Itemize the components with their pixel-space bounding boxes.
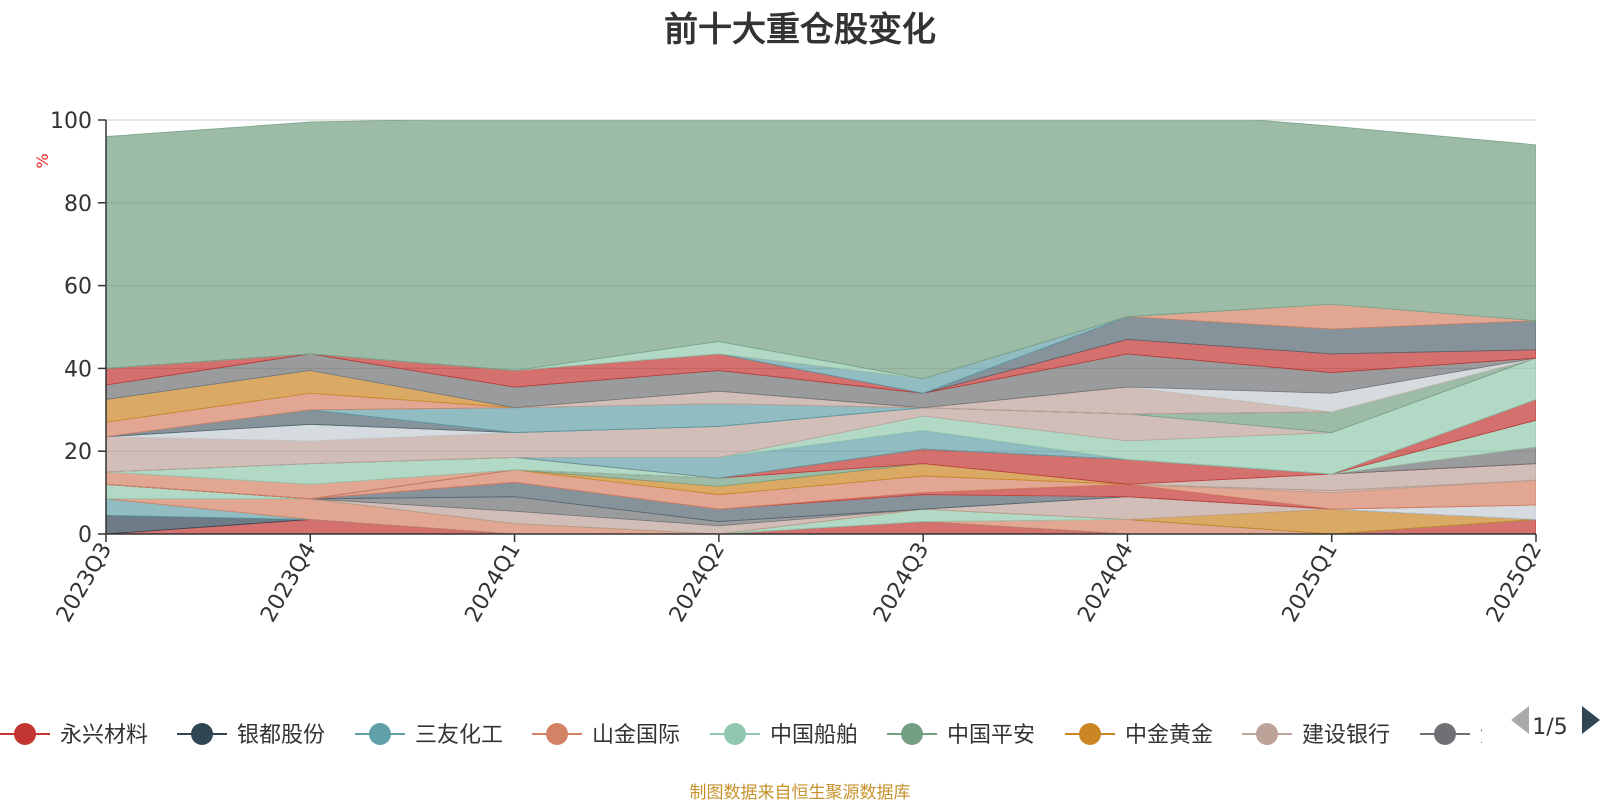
legend-label: 中金黄金 <box>1125 723 1213 748</box>
legend: 永兴材料 银都股份 三友化工 山金国际 中国船舶 中国平安 中金黄金 建设银行 浙 <box>0 723 1502 748</box>
legend-marker <box>724 723 746 745</box>
y-tick-label: 60 <box>64 275 92 300</box>
legend-item[interactable]: 浙 <box>1420 723 1502 748</box>
legend-label: 银都股份 <box>237 723 325 748</box>
legend-item[interactable]: 中国船舶 <box>710 723 858 748</box>
legend-label: 建设银行 <box>1302 723 1390 748</box>
y-tick-label: 0 <box>78 523 92 548</box>
x-tick-label: 2024Q2 <box>665 539 730 627</box>
x-tick-label: 2024Q4 <box>1073 539 1138 627</box>
legend-item[interactable]: 三友化工 <box>355 723 503 748</box>
y-tick-label: 80 <box>64 192 92 217</box>
legend-item[interactable]: 中金黄金 <box>1065 723 1213 748</box>
legend-item[interactable]: 山金国际 <box>532 723 680 748</box>
legend-marker <box>191 723 213 745</box>
legend-label: 中国船舶 <box>770 723 858 748</box>
legend-pager: 1/5 <box>1511 706 1600 740</box>
y-axis-unit-label: % <box>33 153 52 168</box>
legend-label: 山金国际 <box>592 723 680 748</box>
legend-item[interactable]: 银都股份 <box>177 723 325 748</box>
y-tick-label: 100 <box>50 109 92 134</box>
x-tick-label: 2024Q1 <box>460 539 525 627</box>
triangle-right-icon[interactable] <box>1582 706 1600 734</box>
data-source-note: 制图数据来自恒生聚源数据库 <box>689 783 911 803</box>
x-tick-label: 2025Q2 <box>1482 539 1547 627</box>
legend-label: 永兴材料 <box>60 723 148 748</box>
legend-item[interactable]: 中国平安 <box>887 723 1035 748</box>
legend-item[interactable]: 永兴材料 <box>0 723 148 748</box>
series-area[interactable] <box>106 83 1536 380</box>
legend-marker <box>14 723 36 745</box>
legend-item[interactable]: 建设银行 <box>1242 723 1390 748</box>
legend-marker <box>901 723 923 745</box>
y-tick-label: 40 <box>64 357 92 382</box>
legend-marker <box>369 723 391 745</box>
legend-label: 浙 <box>1480 723 1502 748</box>
x-tick-label: 2023Q3 <box>52 539 117 627</box>
legend-marker <box>546 723 568 745</box>
triangle-left-icon[interactable] <box>1511 706 1529 734</box>
legend-label: 中国平安 <box>947 723 1035 748</box>
legend-page-indicator: 1/5 <box>1532 715 1567 740</box>
x-tick-label: 2025Q1 <box>1278 539 1343 627</box>
area-layer <box>106 83 1536 534</box>
legend-label: 三友化工 <box>415 723 503 748</box>
y-tick-label: 20 <box>64 440 92 465</box>
legend-marker <box>1256 723 1278 745</box>
x-tick-label: 2024Q3 <box>869 539 934 627</box>
x-tick-label: 2023Q4 <box>256 539 321 627</box>
chart-title: 前十大重仓股变化 <box>664 10 936 50</box>
legend-marker <box>1079 723 1101 745</box>
legend-marker <box>1434 723 1456 745</box>
